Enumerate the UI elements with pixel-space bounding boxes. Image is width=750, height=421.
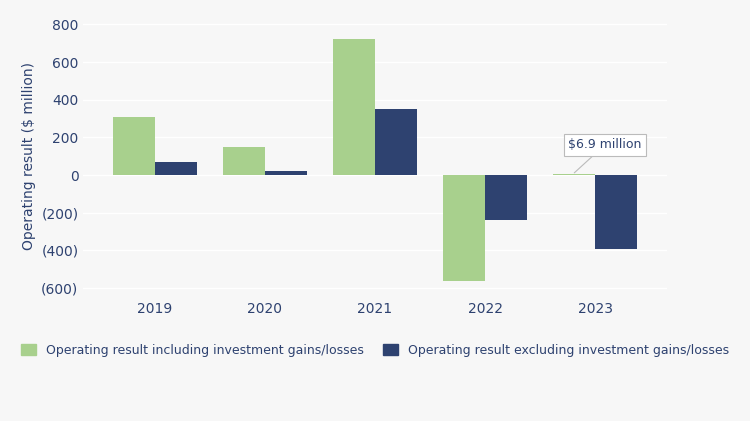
Bar — [154, 162, 196, 175]
Bar — [485, 175, 527, 220]
Bar — [375, 109, 417, 175]
Bar — [113, 117, 154, 175]
Y-axis label: Operating result ($ million): Operating result ($ million) — [22, 62, 35, 250]
Bar — [223, 147, 265, 175]
Legend: Operating result including investment gains/losses, Operating result excluding i: Operating result including investment ga… — [16, 339, 734, 362]
Bar — [265, 171, 307, 175]
Bar — [443, 175, 485, 280]
Bar — [554, 174, 596, 175]
Bar — [333, 39, 375, 175]
Text: $6.9 million: $6.9 million — [568, 138, 642, 173]
Bar — [596, 175, 637, 248]
